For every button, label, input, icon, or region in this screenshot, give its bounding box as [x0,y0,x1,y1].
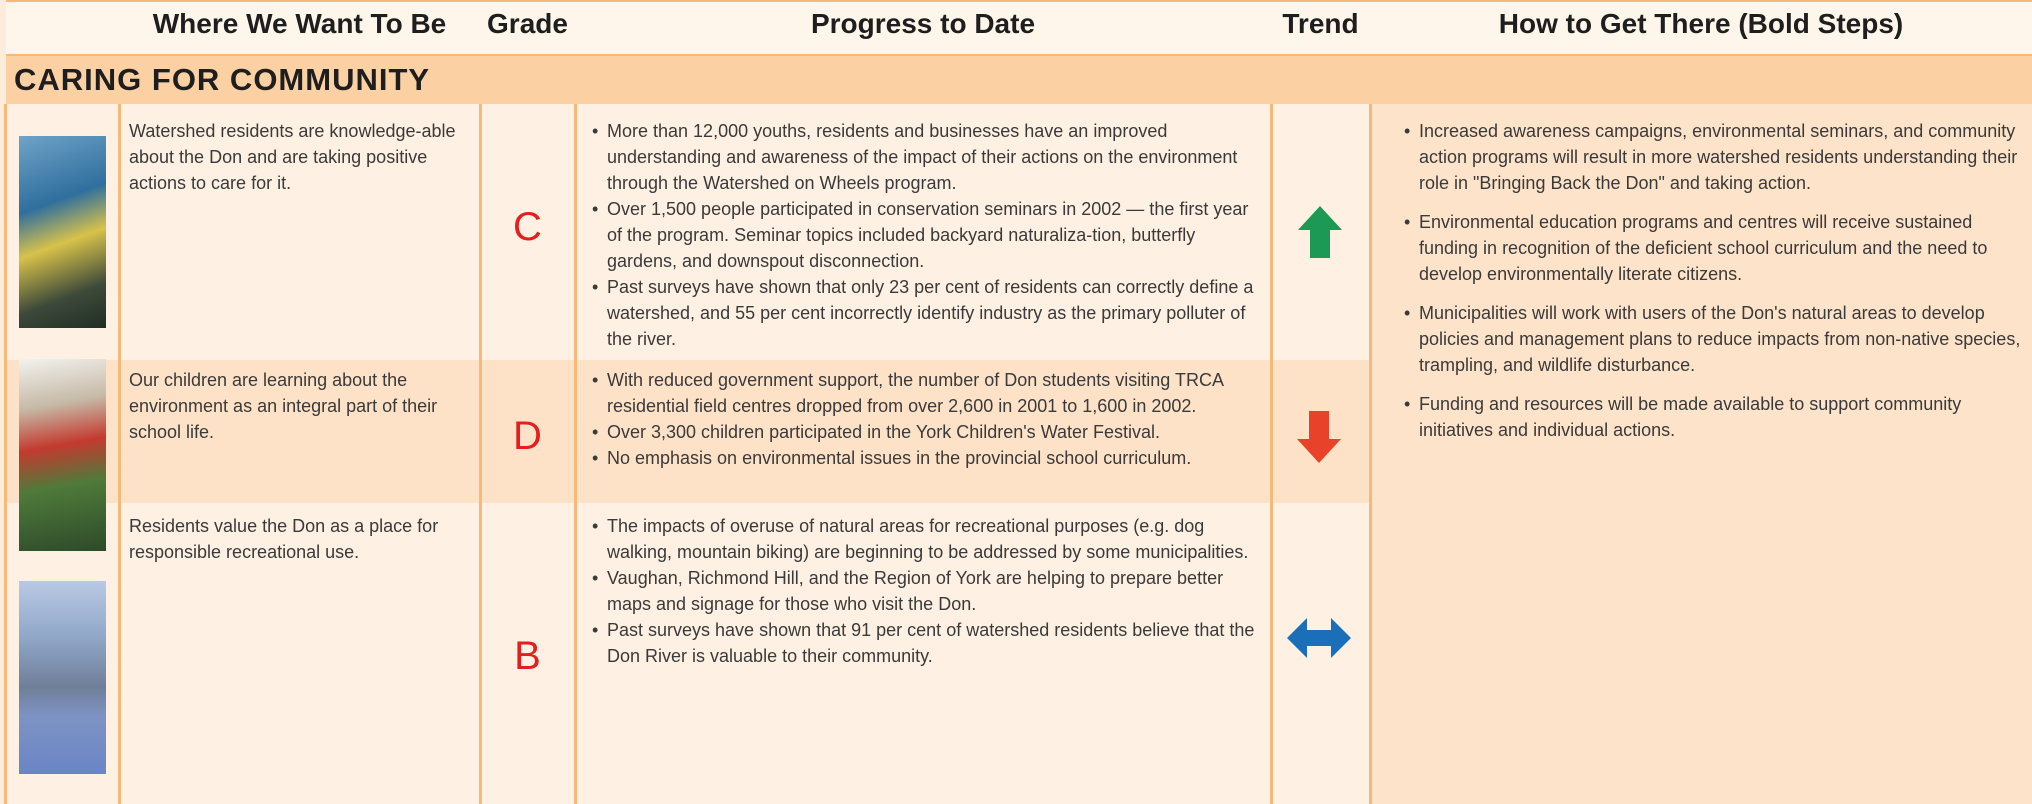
step-item: Funding and resources will be made avail… [1404,391,2028,443]
divider [4,104,7,804]
goal-text: Residents value the Don as a place for r… [129,516,439,562]
section-bar: CARING FOR COMMUNITY [6,56,2032,104]
progress-list: More than 12,000 youths, residents and b… [591,118,1256,352]
progress-item: Vaughan, Richmond Hill, and the Region o… [592,565,1256,617]
step-item: Environmental education programs and cen… [1404,209,2028,287]
progress-item: Over 3,300 children participated in the … [592,419,1256,445]
grade: C [513,205,542,249]
step-item: Municipalities will work with users of t… [1404,300,2028,378]
trend-down-arrow [1297,411,1341,463]
divider [479,104,482,804]
header [6,0,2032,56]
step-item: Increased awareness campaigns, environme… [1404,118,2028,196]
steps-list: Increased awareness campaigns, environme… [1403,118,2028,456]
progress-item: Past surveys have shown that only 23 per… [592,274,1256,352]
progress-list: The impacts of overuse of natural areas … [591,513,1256,669]
column-header: Where We Want To Be [152,8,447,39]
divider [118,104,121,804]
divider [1369,104,1372,804]
goal-text: Our children are learning about the envi… [129,370,438,442]
divider [574,104,577,804]
grade: B [514,634,541,678]
progress-list: With reduced government support, the num… [591,367,1256,471]
column-header: Progress to Date [810,8,1036,39]
progress-item: With reduced government support, the num… [592,367,1256,419]
column-header: Grade [487,8,568,39]
progress-item: Past surveys have shown that 91 per cent… [592,617,1256,669]
progress-item: Over 1,500 people participated in conser… [592,196,1256,274]
section-title: CARING FOR COMMUNITY [14,62,431,97]
trend-flat-arrow [1287,618,1351,658]
grade: D [513,414,542,458]
goal-text: Watershed residents are knowledge-able a… [129,121,456,193]
photo [19,581,106,774]
divider [1270,104,1273,804]
photo [19,359,106,551]
progress-item: More than 12,000 youths, residents and b… [592,118,1256,196]
column-header: How to Get There (Bold Steps) [1498,8,1904,39]
progress-item: The impacts of overuse of natural areas … [592,513,1256,565]
photo [19,136,106,328]
trend-up-arrow [1298,206,1342,258]
progress-item: No emphasis on environmental issues in t… [592,445,1256,471]
column-header: Trend [1282,8,1359,39]
